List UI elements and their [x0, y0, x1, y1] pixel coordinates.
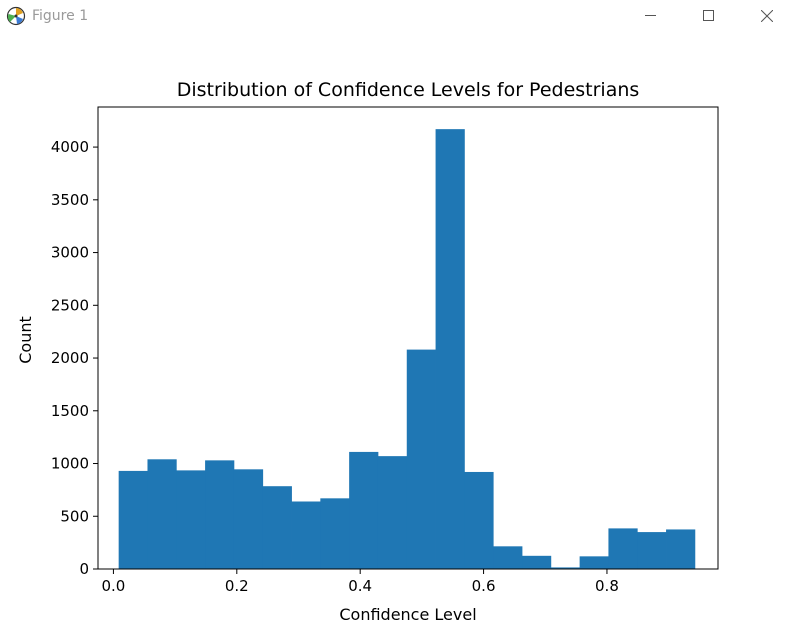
y-tick-label: 4000 — [51, 138, 89, 156]
y-tick-label: 2000 — [51, 349, 89, 367]
histogram-bar — [147, 459, 177, 569]
axes-frame — [97, 106, 719, 570]
y-tick-label: 1000 — [51, 455, 89, 473]
histogram-bar — [233, 469, 264, 569]
y-tick-label: 1500 — [51, 402, 89, 420]
x-tick-label: 0.2 — [225, 577, 249, 595]
close-icon — [761, 10, 773, 22]
histogram-bar — [464, 471, 494, 569]
y-tick-label: 0 — [79, 560, 89, 578]
x-tick-label: 0.6 — [472, 577, 496, 595]
histogram-bar — [435, 129, 465, 569]
histogram-bar — [205, 460, 235, 569]
x-tick-label: 0.0 — [101, 577, 125, 595]
figure-app-icon — [6, 6, 26, 26]
histogram-chart: Distribution of Confidence Levels for Pe… — [16, 79, 719, 624]
histogram-bar — [579, 556, 609, 569]
histogram-bar — [608, 528, 638, 569]
y-tick-label: 2500 — [51, 296, 89, 314]
histogram-bar — [550, 567, 581, 569]
histogram-bar — [349, 451, 379, 569]
y-tick-label: 500 — [60, 507, 89, 525]
chart-title: Distribution of Confidence Levels for Pe… — [177, 79, 640, 101]
histogram-bar — [118, 470, 148, 569]
histogram-bar — [406, 349, 436, 569]
maximize-button[interactable] — [680, 0, 738, 32]
histogram-bar — [637, 532, 667, 569]
histogram-bar — [291, 501, 321, 569]
bars-group — [118, 129, 696, 569]
x-axis-ticks: 0.0 0.2 0.4 0.6 0.8 — [101, 569, 619, 595]
y-axis-label: Count — [16, 316, 35, 364]
histogram-bar — [262, 486, 292, 569]
close-button[interactable] — [738, 0, 796, 32]
histogram-bar — [377, 456, 408, 569]
histogram-bar — [320, 498, 350, 569]
y-tick-label: 3500 — [51, 191, 89, 209]
x-tick-label: 0.4 — [348, 577, 372, 595]
histogram-bar — [666, 529, 696, 569]
y-axis-ticks: 0 500 1000 1500 2000 2500 3000 3500 4000 — [51, 138, 98, 578]
x-tick-label: 0.8 — [595, 577, 619, 595]
histogram-bar — [493, 546, 523, 569]
window-title: Figure 1 — [32, 8, 89, 24]
minimize-icon — [645, 15, 656, 16]
y-tick-label: 3000 — [51, 244, 89, 262]
x-axis-label: Confidence Level — [339, 605, 476, 624]
title-bar: Figure 1 — [0, 0, 796, 34]
maximize-icon — [703, 10, 714, 21]
minimize-button[interactable] — [622, 0, 680, 32]
histogram-bar — [522, 555, 552, 569]
histogram-bar — [176, 470, 206, 569]
